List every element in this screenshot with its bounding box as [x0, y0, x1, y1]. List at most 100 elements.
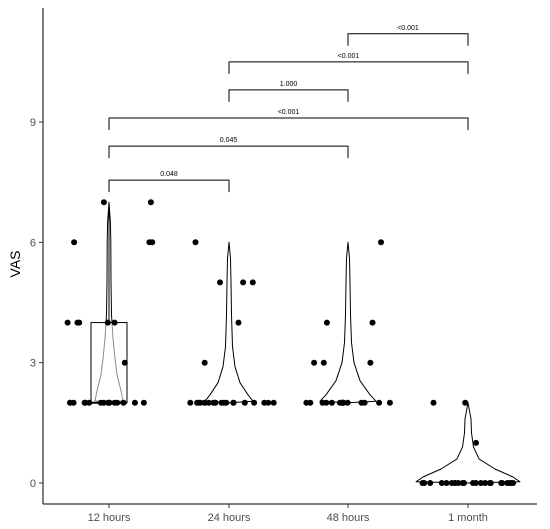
y-tick-label-9: 9 — [30, 117, 36, 129]
data-point — [303, 399, 310, 406]
violin-24-hours — [204, 241, 254, 404]
data-point — [499, 480, 506, 486]
data-point — [240, 279, 247, 286]
data-point — [147, 199, 154, 206]
data-point — [320, 359, 327, 366]
data-point — [235, 319, 242, 326]
data-point — [369, 319, 376, 326]
data-points — [64, 199, 517, 486]
data-point — [105, 399, 112, 406]
bracket-pvalue-label: <0.001 — [338, 53, 360, 60]
bracket-line — [347, 33, 469, 46]
bracket-line — [228, 89, 349, 102]
bracket-48-hours-vs-1-month: <0.001 — [347, 25, 469, 46]
x-tick-label-1-month: 1 month — [448, 512, 488, 524]
data-point — [261, 399, 268, 406]
data-point — [187, 399, 194, 406]
data-point — [64, 319, 71, 326]
y-tick-label-6: 6 — [30, 237, 36, 249]
data-point — [462, 399, 469, 406]
data-point — [97, 399, 104, 406]
data-point — [217, 279, 223, 286]
bracket-24-hours-vs-48-hours: 1.000 — [228, 81, 349, 102]
bracket-line — [108, 179, 230, 193]
data-point — [270, 399, 277, 406]
data-point — [81, 399, 88, 406]
points-48-hours — [303, 239, 393, 406]
data-point — [472, 480, 479, 486]
violin-48-hours — [319, 241, 377, 404]
bracket-pvalue-label: 1.000 — [280, 81, 298, 88]
data-point — [140, 399, 147, 406]
data-point — [477, 480, 484, 486]
bracket-24-hours-vs-1-month: <0.001 — [228, 53, 469, 74]
bracket-line — [108, 117, 469, 130]
data-point — [121, 359, 128, 366]
points-12-hours — [64, 199, 156, 406]
data-point — [194, 399, 201, 406]
data-point — [486, 480, 493, 486]
bracket-pvalue-label: <0.001 — [397, 25, 419, 32]
boxplot-12-hours — [90, 202, 128, 404]
data-point — [111, 319, 118, 326]
y-tick-label-0: 0 — [30, 478, 36, 490]
data-point — [443, 480, 450, 486]
bracket-12-hours-vs-48-hours: 0.045 — [108, 137, 349, 159]
data-point — [438, 480, 445, 486]
data-point — [201, 359, 208, 366]
data-point — [212, 399, 219, 406]
boxplots — [90, 202, 128, 404]
data-point — [430, 399, 437, 406]
data-point — [510, 480, 517, 486]
bracket-12-hours-vs-1-month: <0.001 — [108, 109, 469, 130]
data-point — [358, 399, 365, 406]
points-24-hours — [187, 239, 277, 406]
data-point — [311, 359, 318, 366]
data-point — [241, 399, 248, 406]
data-point — [251, 399, 258, 406]
data-point — [482, 480, 489, 486]
data-point — [386, 399, 393, 406]
data-point — [344, 399, 351, 406]
bracket-line — [108, 145, 349, 159]
data-point — [202, 399, 208, 406]
data-point — [131, 399, 138, 406]
violin-1-month — [415, 402, 521, 484]
bracket-pvalue-label: <0.001 — [278, 109, 300, 116]
data-point — [461, 480, 467, 486]
bracket-pvalue-label: 0.048 — [160, 171, 178, 178]
data-point — [120, 399, 127, 406]
data-point — [192, 239, 199, 246]
bracket-line — [228, 61, 469, 74]
violins — [94, 201, 521, 484]
data-point — [323, 319, 330, 326]
x-tick-label-24-hours: 24 hours — [208, 512, 251, 524]
y-axis-label: VAS — [7, 251, 23, 278]
data-point — [114, 399, 121, 406]
data-point — [249, 279, 256, 286]
data-point — [223, 399, 230, 406]
bracket-12-hours-vs-24-hours: 0.048 — [108, 171, 230, 193]
data-point — [376, 399, 383, 406]
data-point — [104, 319, 111, 326]
data-point — [378, 239, 384, 246]
comparison-brackets: 0.048 0.045 <0.001 1.000 <0.001 <0.001 — [108, 25, 469, 193]
data-point — [367, 359, 374, 366]
data-point — [86, 399, 93, 406]
data-point — [67, 399, 73, 406]
data-point — [230, 399, 237, 406]
data-point — [473, 439, 479, 446]
bracket-pvalue-label: 0.045 — [220, 137, 238, 144]
data-point — [71, 239, 78, 246]
data-point — [452, 480, 459, 486]
data-point — [419, 480, 426, 486]
x-tick-label-12-hours: 12 hours — [88, 512, 131, 524]
data-point — [339, 399, 346, 406]
data-point — [328, 399, 335, 406]
data-point — [76, 319, 83, 326]
x-tick-label-48-hours: 48 hours — [327, 512, 370, 524]
data-point — [100, 199, 107, 206]
axes: 0 3 6 9 12 hours 24 hours 48 hours 1 month — [30, 8, 537, 524]
box — [90, 322, 128, 404]
